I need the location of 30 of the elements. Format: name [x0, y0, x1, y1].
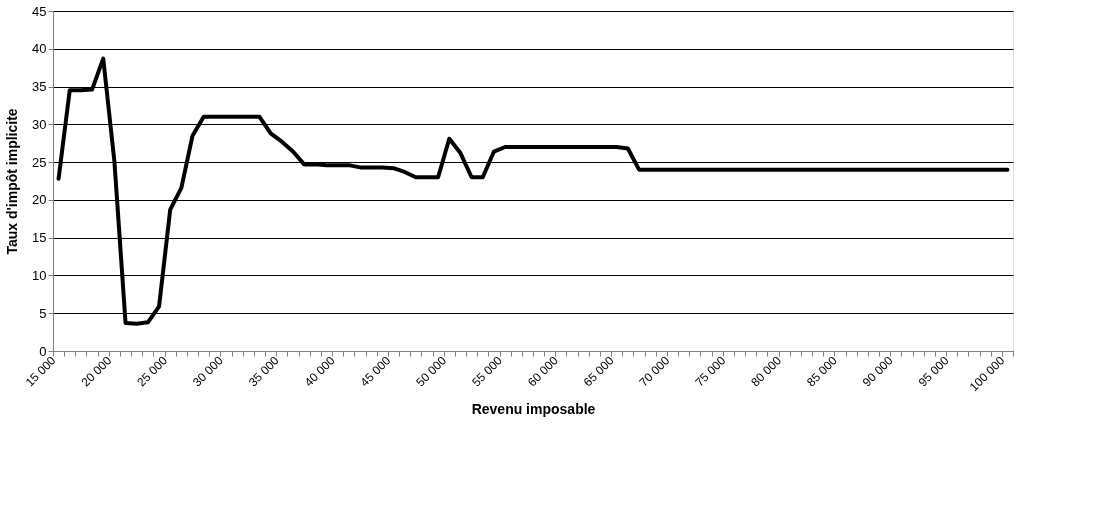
y-tick-label: 0: [39, 343, 47, 359]
x-tick-label: 50 000: [413, 353, 450, 390]
x-tick-label: 65 000: [580, 353, 617, 390]
x-tick-label: 75 000: [692, 353, 729, 390]
x-tick-label: 95 000: [915, 353, 952, 390]
x-tick-label: 90 000: [859, 353, 896, 390]
y-tick-label: 20: [32, 192, 47, 208]
y-tick-label: 30: [32, 116, 47, 132]
line-series: [56, 56, 1010, 326]
y-tick-label: 40: [32, 41, 47, 57]
x-tick-label: 55 000: [469, 353, 506, 390]
x-tick-label: 35 000: [245, 353, 282, 390]
x-tick-label: 70 000: [636, 353, 673, 390]
y-tick-label: 5: [39, 305, 47, 321]
y-tick-label: 15: [32, 230, 47, 246]
x-tick-label: 100 000: [966, 353, 1008, 395]
y-tick-label: 10: [32, 267, 47, 283]
x-tick-label: 80 000: [748, 353, 785, 390]
y-tick-label: 25: [32, 154, 47, 170]
x-tick-label: 85 000: [803, 353, 841, 390]
x-tick-label: 30 000: [190, 353, 227, 390]
y-tick-label: 45: [32, 3, 47, 19]
y-tick-label: 35: [32, 79, 47, 95]
x-tick-label: 20 000: [78, 353, 115, 390]
x-tick-label: 60 000: [524, 353, 562, 390]
x-axis-title: Revenu imposable: [471, 401, 596, 418]
y-axis-title: Taux d'impôt implicite: [4, 108, 21, 255]
x-tick-label: 25 000: [134, 353, 171, 390]
x-tick-label: 40 000: [301, 353, 338, 390]
x-tick-label: 45 000: [357, 353, 394, 390]
